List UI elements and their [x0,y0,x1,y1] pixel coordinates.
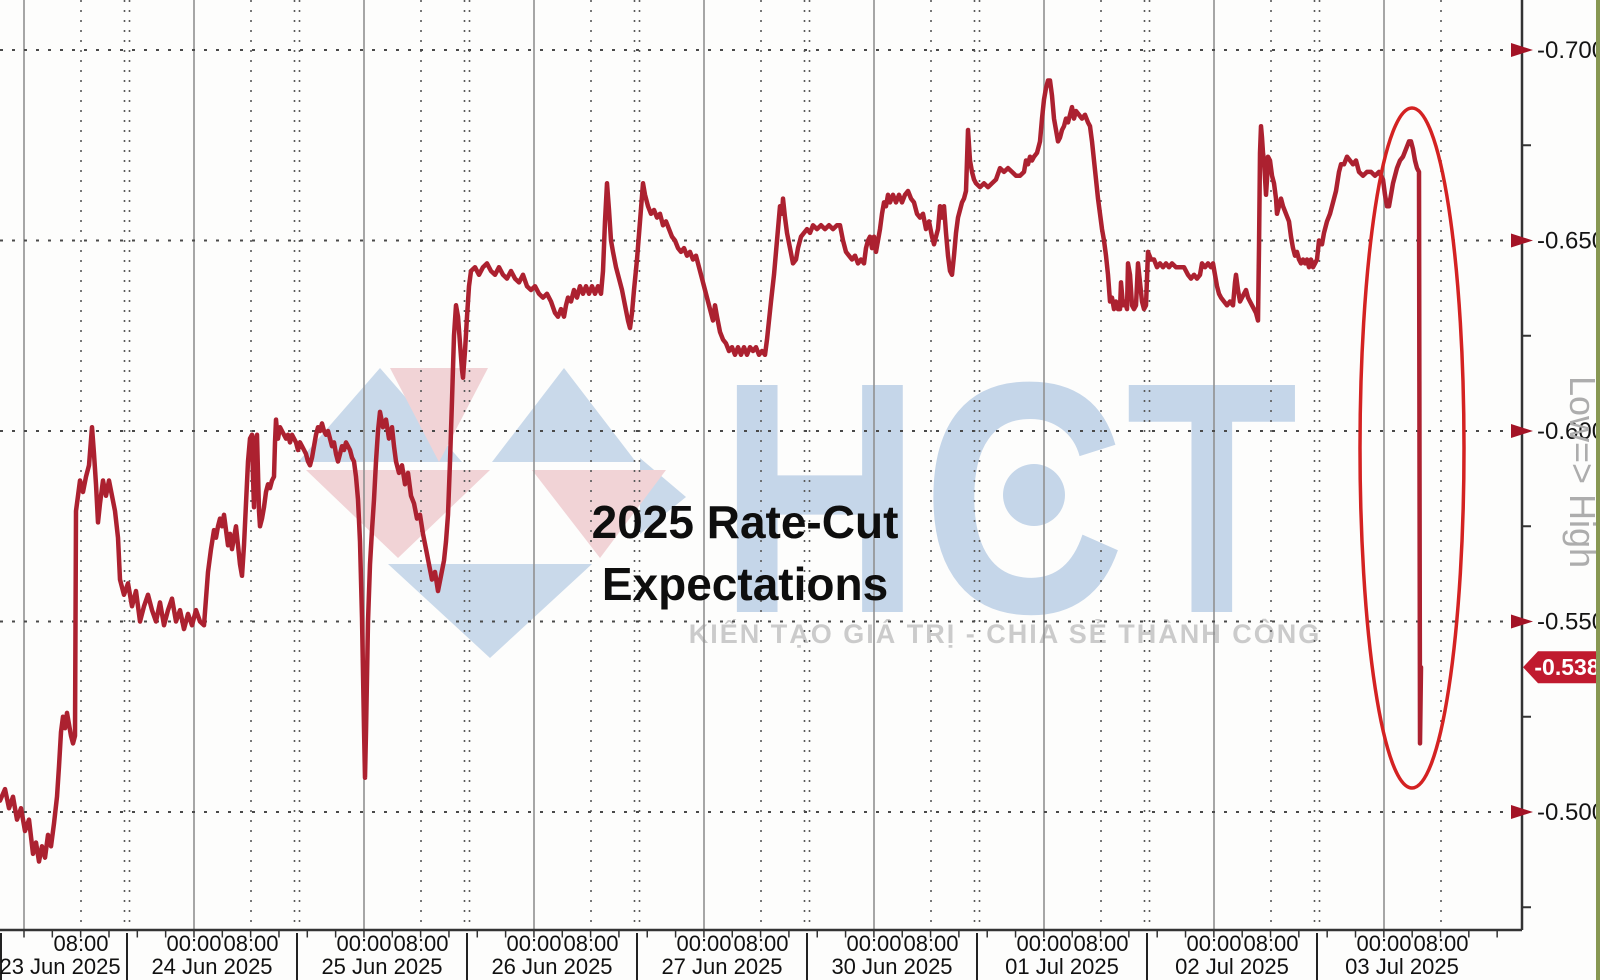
date-tick-label: 01 Jul 2025 [1005,954,1119,979]
date-tick-label: 27 Jun 2025 [661,954,782,979]
rate-cut-expectations-line [0,78,1424,864]
time-tick-label: 08:00 [1073,931,1128,956]
tick-arrow-icon [1511,805,1533,819]
date-tick-label: 03 Jul 2025 [1345,954,1459,979]
highlight-ellipse [1358,106,1466,790]
logo-triangle-icon [306,470,490,558]
time-tick-label: 08:00 [223,931,278,956]
date-tick-label: 26 Jun 2025 [491,954,612,979]
time-tick-label: 00:00 [1016,931,1071,956]
time-tick-label: 08:00 [1243,931,1298,956]
time-tick-label: 00:00 [676,931,731,956]
logo-triangle-icon [532,470,666,558]
right-axis-name: Low=> High [1562,376,1600,568]
time-tick-label: 08:00 [393,931,448,956]
tick-arrow-icon [1511,43,1533,57]
value-tick-label: -0.500 [1537,799,1600,826]
time-tick-label: 00:00 [846,931,901,956]
time-tick-label: 08:00 [903,931,958,956]
time-tick-label: 00:00 [506,931,561,956]
right-edge-strip [1596,0,1600,980]
chart-title-line1: 2025 Rate-Cut [592,496,899,548]
price-series [0,78,1424,864]
time-tick-label: 08:00 [1413,931,1468,956]
last-value-tag-label: -0.538 [1534,654,1599,680]
date-tick-label: 25 Jun 2025 [321,954,442,979]
date-tick-label: 24 Jun 2025 [151,954,272,979]
logo-triangle-icon [390,368,488,462]
time-tick-label: 08:00 [53,931,108,956]
time-tick-label: 08:00 [563,931,618,956]
value-tick-label: -0.600 [1537,418,1600,445]
value-tick-label: -0.700 [1537,37,1600,64]
chart-title-line2: Expectations [602,558,888,610]
logo-triangle-icon [492,368,636,462]
time-tick-label: 00:00 [1356,931,1411,956]
hct-logo-c-dot-icon [1003,464,1065,526]
time-tick-label: 00:00 [166,931,221,956]
time-tick-label: 00:00 [336,931,391,956]
tick-arrow-icon [1511,233,1533,248]
date-tick-label: 02 Jul 2025 [1175,954,1289,979]
last-value-tag [1523,651,1598,684]
tick-arrow-icon [1511,424,1533,438]
annotations: 2025 Rate-Cut Expectations Low=> High -0… [592,0,1600,980]
value-tick-label: -0.650 [1537,228,1600,255]
time-tick-label: 00:00 [1186,931,1241,956]
axes [0,0,1533,980]
date-tick-label: 30 Jun 2025 [831,954,952,979]
time-tick-label: 08:00 [733,931,788,956]
date-tick-label: 23 Jun 2025 [0,954,121,979]
value-tick-label: -0.550 [1537,609,1600,636]
logo-triangle-icon [388,564,592,658]
tick-arrow-icon [1511,614,1533,629]
